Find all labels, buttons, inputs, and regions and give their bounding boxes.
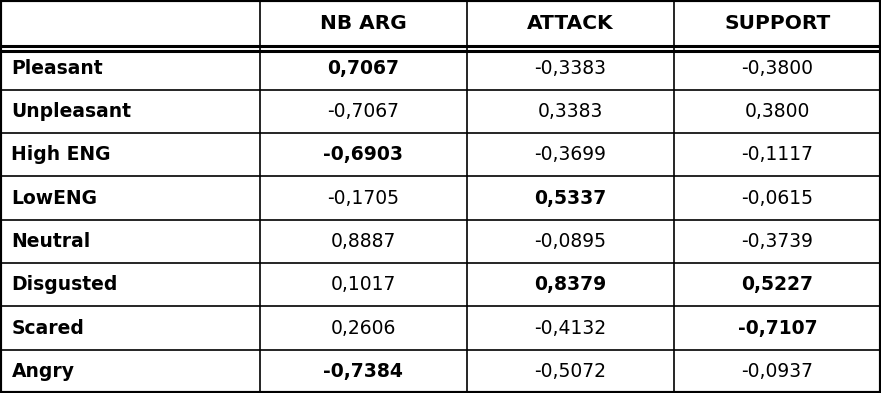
Text: Neutral: Neutral: [11, 232, 91, 251]
Text: Angry: Angry: [11, 362, 75, 381]
Text: 0,8379: 0,8379: [534, 275, 607, 294]
Text: Scared: Scared: [11, 318, 85, 338]
Text: 0,1017: 0,1017: [330, 275, 396, 294]
Text: -0,7107: -0,7107: [737, 318, 818, 338]
Text: 0,3383: 0,3383: [537, 102, 603, 121]
Text: High ENG: High ENG: [11, 145, 111, 164]
Text: -0,0615: -0,0615: [742, 189, 813, 208]
Text: 0,5337: 0,5337: [534, 189, 607, 208]
Text: Disgusted: Disgusted: [11, 275, 118, 294]
Text: -0,7384: -0,7384: [323, 362, 403, 381]
Text: -0,4132: -0,4132: [535, 318, 606, 338]
Text: 0,3800: 0,3800: [744, 102, 811, 121]
Text: SUPPORT: SUPPORT: [724, 14, 831, 33]
Text: -0,1117: -0,1117: [742, 145, 813, 164]
Text: 0,7067: 0,7067: [328, 59, 399, 77]
Text: -0,0937: -0,0937: [742, 362, 813, 381]
Text: -0,0895: -0,0895: [535, 232, 606, 251]
Text: ATTACK: ATTACK: [527, 14, 614, 33]
Text: -0,3699: -0,3699: [535, 145, 606, 164]
Text: 0,2606: 0,2606: [330, 318, 396, 338]
Text: -0,3800: -0,3800: [742, 59, 813, 77]
Text: NB ARG: NB ARG: [320, 14, 407, 33]
Text: 0,5227: 0,5227: [742, 275, 813, 294]
Text: -0,5072: -0,5072: [535, 362, 606, 381]
Text: Pleasant: Pleasant: [11, 59, 103, 77]
Text: LowENG: LowENG: [11, 189, 98, 208]
Text: Unpleasant: Unpleasant: [11, 102, 131, 121]
Text: 0,8887: 0,8887: [330, 232, 396, 251]
Text: -0,7067: -0,7067: [328, 102, 399, 121]
Text: -0,3383: -0,3383: [535, 59, 606, 77]
Text: -0,6903: -0,6903: [323, 145, 403, 164]
Text: -0,1705: -0,1705: [328, 189, 399, 208]
Text: -0,3739: -0,3739: [742, 232, 813, 251]
